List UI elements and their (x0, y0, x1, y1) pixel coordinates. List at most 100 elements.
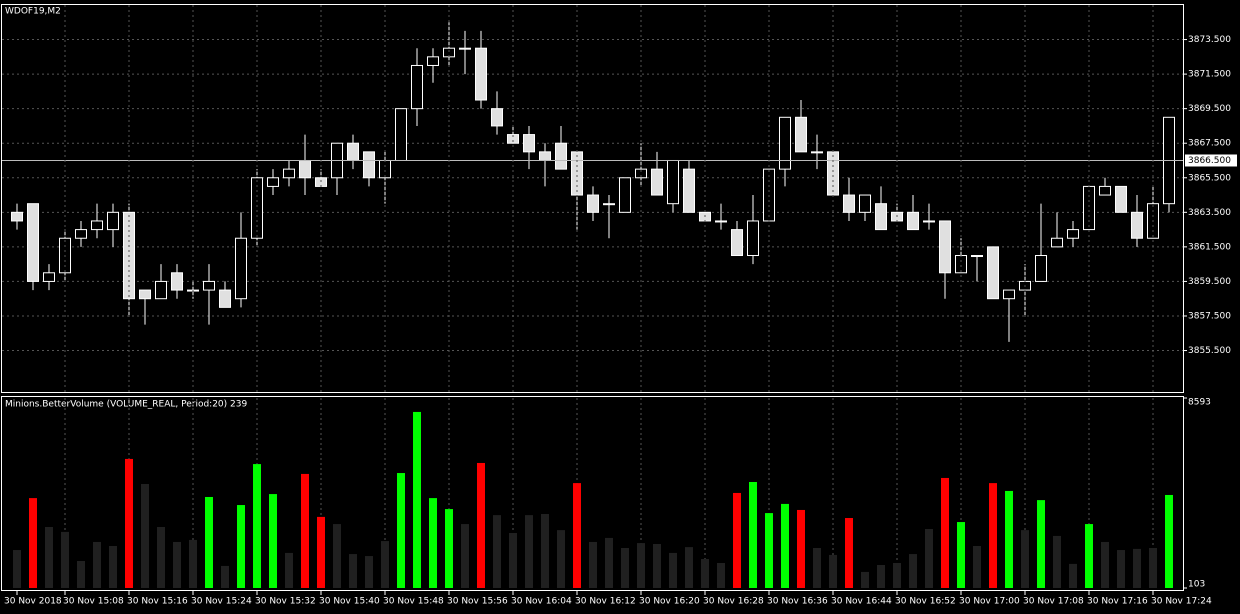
y-tick-label: 3871.500 (1188, 70, 1231, 80)
y-tick-label: 3855.500 (1188, 346, 1231, 356)
volume-bar (349, 554, 357, 588)
candle-body (27, 203, 39, 282)
volume-bar (637, 543, 645, 588)
volume-bar (237, 505, 245, 588)
volume-bar (893, 563, 901, 588)
volume-bar (1149, 548, 1157, 588)
volume-bar (45, 526, 53, 588)
volume-bar (717, 563, 725, 588)
volume-bar (317, 516, 325, 588)
candle-body (971, 255, 983, 258)
candle-body (827, 151, 839, 196)
volume-bar (957, 522, 965, 588)
y-tick-label: 3867.500 (1188, 139, 1231, 149)
candle-body (747, 220, 759, 257)
volume-bar (525, 515, 533, 588)
candle-body (427, 56, 439, 66)
volume-bar (605, 537, 613, 588)
x-tick-label: 30 Nov 15:08 (63, 597, 124, 607)
y-tick-label: 3873.500 (1188, 35, 1231, 45)
candle-body (795, 116, 807, 153)
candle-body (571, 151, 583, 196)
volume-bar (1005, 490, 1013, 588)
volume-bar (61, 531, 69, 588)
volume-bar (301, 473, 309, 588)
volume-bar (493, 515, 501, 588)
candle-body (635, 168, 647, 179)
candle-body (507, 134, 519, 144)
candle-body (1099, 185, 1111, 196)
volume-bar (653, 543, 661, 588)
volume-bar (989, 483, 997, 588)
candle-body (875, 203, 887, 231)
candle-body (395, 108, 407, 161)
x-tick-label: 30 Nov 15:40 (319, 597, 380, 607)
candle-body (347, 142, 359, 161)
x-tick-label: 30 Nov 17:00 (959, 597, 1020, 607)
volume-bar (1037, 500, 1045, 588)
volume-bar (701, 558, 709, 588)
y-tick-label: 3865.500 (1188, 173, 1231, 183)
candle-body (907, 211, 919, 231)
volume-bar (1021, 530, 1029, 588)
volume-bar (1069, 563, 1077, 588)
volume-bar (749, 481, 757, 588)
volume-bar (413, 411, 421, 588)
candle-body (811, 151, 823, 154)
volume-bar (1053, 535, 1061, 588)
volume-bar (253, 464, 261, 588)
volume-bar (125, 458, 133, 588)
volume-bar (877, 565, 885, 588)
candle-body (923, 220, 935, 223)
volume-bar (429, 498, 437, 588)
candle-body (939, 220, 951, 274)
x-tick-label: 30 Nov 16:04 (511, 597, 572, 607)
candle-body (203, 280, 215, 291)
volume-bar (109, 545, 117, 588)
volume-bar (813, 548, 821, 588)
volume-bar (173, 541, 181, 588)
volume-bar (1133, 548, 1141, 588)
candle-body (667, 159, 679, 205)
candle-body (267, 177, 279, 187)
candle-body (523, 134, 535, 153)
y-tick-label: 3857.500 (1188, 311, 1231, 321)
volume-bar (141, 484, 149, 588)
volume-bar (621, 548, 629, 588)
candle-body (987, 246, 999, 300)
volume-bar (333, 524, 341, 588)
volume-bar (685, 547, 693, 588)
candle-body (171, 272, 183, 291)
x-tick-label: 30 Nov 16:12 (575, 597, 636, 607)
volume-bar (445, 509, 453, 588)
volume-bar (589, 541, 597, 588)
volume-bar (829, 554, 837, 588)
candle-body (1115, 185, 1127, 213)
candle-body (619, 177, 631, 213)
x-tick-label: 30 Nov 15:48 (383, 597, 444, 607)
y-tick-label: 103 (1188, 580, 1205, 590)
candle-body (843, 194, 855, 213)
candle-body (1083, 185, 1095, 231)
x-tick-label: 30 Nov 16:20 (639, 597, 700, 607)
candle-body (235, 237, 247, 300)
x-tick-label: 30 Nov 15:56 (447, 597, 508, 607)
volume-bar (765, 513, 773, 588)
volume-bar (461, 524, 469, 588)
volume-bar (477, 462, 485, 588)
y-tick-label: 3861.500 (1188, 242, 1231, 252)
volume-bar (925, 528, 933, 588)
candle-body (731, 229, 743, 257)
candle-body (283, 168, 295, 179)
volume-bar (285, 552, 293, 588)
candle-body (363, 151, 375, 179)
x-tick-label: 30 Nov 16:36 (767, 597, 828, 607)
y-tick-label: 3869.500 (1188, 104, 1231, 114)
x-tick-label: 30 Nov 17:16 (1087, 597, 1148, 607)
candle-body (219, 289, 231, 308)
price-panel (1, 4, 1184, 393)
volume-bar (1165, 494, 1173, 588)
candle-body (43, 272, 55, 282)
candle-body (459, 47, 471, 50)
